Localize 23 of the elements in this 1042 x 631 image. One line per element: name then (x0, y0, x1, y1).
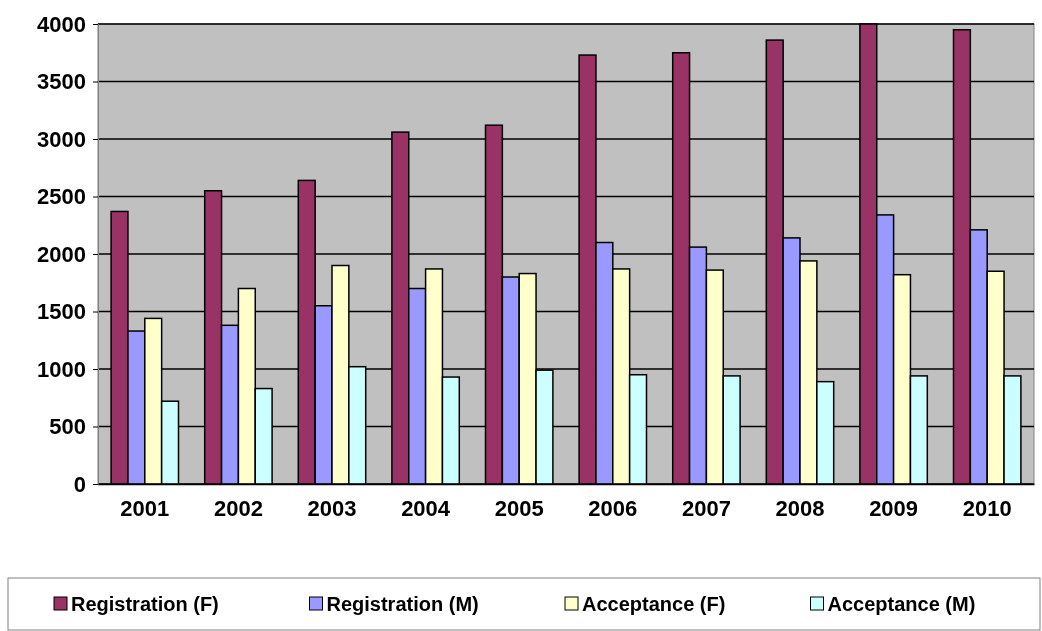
x-tick-label: 2001 (120, 495, 170, 521)
y-tick-label: 3000 (37, 126, 86, 152)
x-tick-label: 2003 (307, 495, 357, 521)
x-tick-label: 2008 (775, 495, 825, 521)
x-tick-label: 2007 (681, 495, 731, 521)
x-tick-label: 2005 (494, 495, 544, 521)
legend-label: Acceptance (M) (827, 593, 976, 615)
legend-label: Acceptance (F) (582, 593, 726, 615)
y-tick-label: 500 (49, 414, 86, 440)
y-tick-label: 4000 (37, 11, 86, 37)
y-tick-label: 1000 (37, 356, 86, 382)
y-tick-label: 1500 (37, 299, 86, 325)
x-tick-label: 2002 (213, 495, 263, 521)
x-tick-label: 2010 (962, 495, 1012, 521)
legend-label: Registration (F) (71, 593, 219, 615)
legend-label: Registration (M) (326, 593, 479, 615)
y-tick-label: 0 (73, 471, 86, 497)
y-tick-label: 2500 (37, 184, 86, 210)
x-tick-label: 2009 (869, 495, 919, 521)
y-tick-label: 3500 (37, 69, 86, 95)
y-tick-label: 2000 (37, 241, 86, 267)
x-tick-label: 2004 (401, 495, 451, 521)
x-tick-label: 2006 (588, 495, 638, 521)
